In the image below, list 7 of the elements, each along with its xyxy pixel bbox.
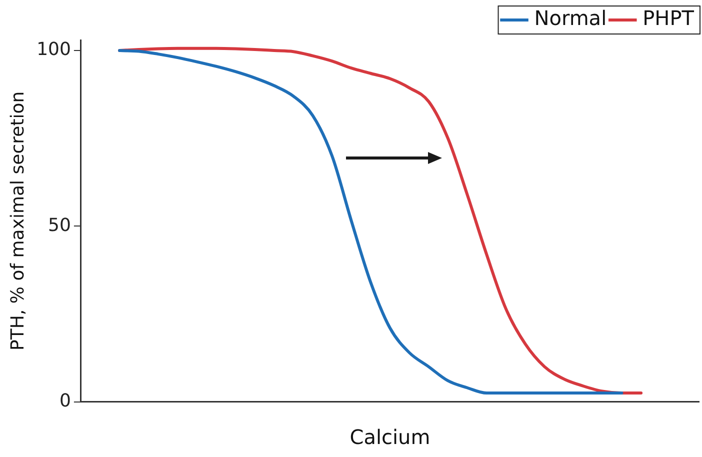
legend-label: PHPT: [642, 6, 695, 30]
y-tick-label: 50: [48, 214, 71, 236]
x-axis-title: Calcium: [350, 425, 430, 450]
y-axis-title: PTH, % of maximal secretion: [7, 91, 28, 350]
legend-label: Normal: [534, 6, 607, 30]
y-tick-label: 0: [60, 390, 71, 412]
y-tick-label: 100: [36, 39, 71, 60]
